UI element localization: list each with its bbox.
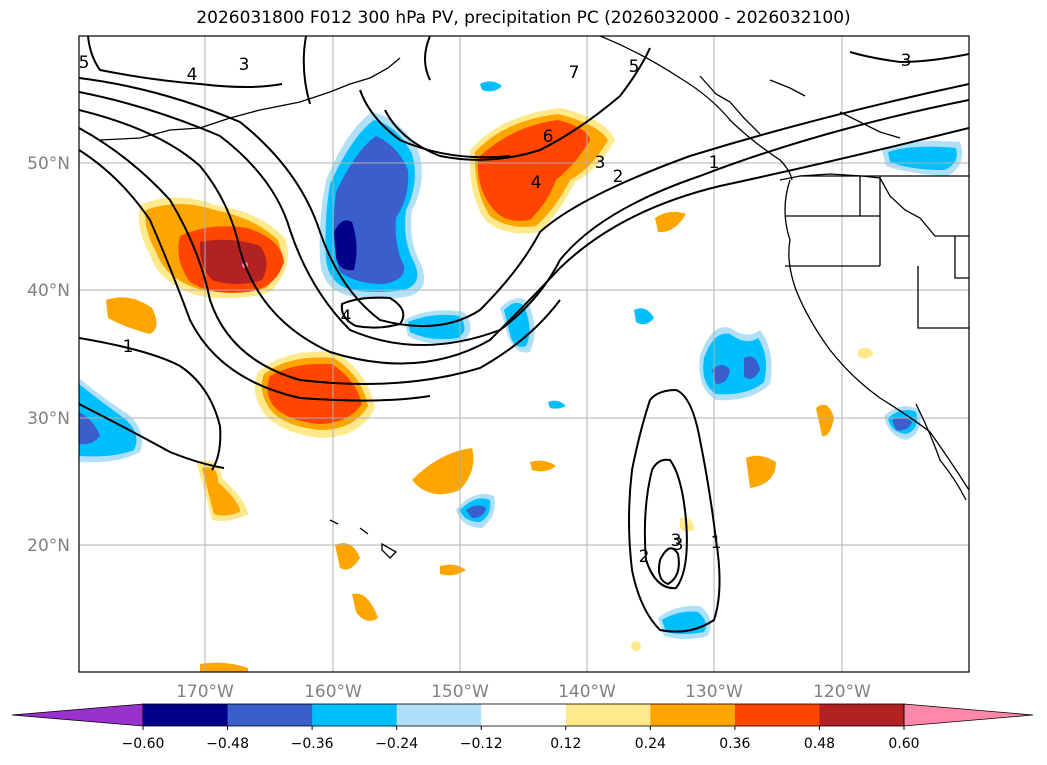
contour-label: 2 <box>613 167 624 187</box>
contour-label: 1 <box>123 337 134 357</box>
lon-label: 160°W <box>304 682 362 702</box>
precip-blob <box>530 460 556 472</box>
lat-label: 40°N <box>27 281 70 301</box>
lat-label: 30°N <box>27 409 70 429</box>
colorbar-segment <box>143 704 229 726</box>
lat-label: 50°N <box>27 154 70 174</box>
precip-blob <box>888 146 957 170</box>
lon-labels: 170°W 160°W 150°W 140°W 130°W 120°W <box>176 682 871 702</box>
lat-labels: 50°N 40°N 30°N 20°N <box>27 154 70 556</box>
pv-contours <box>79 36 969 633</box>
precip-blob <box>412 448 474 495</box>
contour-label-group: 5 4 3 7 5 6 3 2 1 4 3 1 4 3 1 3 2 <box>79 51 912 567</box>
contour-label: 7 <box>569 63 580 83</box>
colorbar-segment <box>565 704 651 726</box>
precip-blob <box>858 347 874 359</box>
colorbar-extend-high <box>903 703 1034 727</box>
precip-blob <box>202 467 240 516</box>
precip-fill-layer <box>79 81 963 672</box>
colorbar: −0.60 −0.48 −0.36 −0.24 −0.12 0.12 0.24 0.36 0.4… <box>11 703 1034 752</box>
precip-blob <box>816 404 834 437</box>
precip-blob <box>466 505 486 518</box>
map-frame <box>78 35 970 673</box>
colorbar-segment <box>734 704 820 726</box>
precip-blob <box>892 417 912 431</box>
precip-blob <box>335 543 360 570</box>
colorbar-tick-label: −0.48 <box>206 736 249 752</box>
colorbar-segment <box>481 704 567 726</box>
lat-label: 20°N <box>27 536 70 556</box>
precip-blob <box>548 400 566 409</box>
colorbar-tick-label: 0.48 <box>804 736 835 752</box>
contour-label: 2 <box>639 547 650 567</box>
precip-blob <box>199 239 267 284</box>
precip-blob <box>408 314 465 340</box>
colorbar-tick-label: 0.12 <box>550 736 581 752</box>
contour-label: 3 <box>901 51 912 71</box>
contour-label: 4 <box>531 173 542 193</box>
colorbar-extend-low <box>11 703 144 727</box>
contour-label: 5 <box>79 53 90 73</box>
precip-blob <box>106 297 157 334</box>
contour-label: 3 <box>239 55 250 75</box>
colorbar-segment <box>396 704 482 726</box>
precip-blob <box>334 220 357 271</box>
contour-label: 3 <box>671 531 682 551</box>
precip-blob <box>480 81 502 92</box>
lon-label: 140°W <box>558 682 616 702</box>
contour-label: 6 <box>543 127 554 147</box>
colorbar-tick-label: 0.24 <box>635 736 666 752</box>
colorbar-frame <box>142 703 905 727</box>
lon-label: 130°W <box>685 682 743 702</box>
colorbar-tick-label: 0.60 <box>888 736 919 752</box>
contour-label: 4 <box>187 65 198 85</box>
precip-blob <box>504 302 530 347</box>
colorbar-tick-label: −0.24 <box>375 736 418 752</box>
precip-blob <box>200 662 248 672</box>
precip-blob <box>79 412 100 445</box>
colorbar-tick-label: −0.12 <box>460 736 503 752</box>
precip-blob <box>712 365 730 384</box>
colorbar-tick-label: 0.36 <box>719 736 750 752</box>
precip-blob <box>267 363 362 424</box>
contour-label: 1 <box>709 153 720 173</box>
colorbar-tick-label: −0.60 <box>122 736 165 752</box>
colorbar-segment <box>227 704 313 726</box>
contour-label: 5 <box>629 57 640 77</box>
colorbar-segment <box>650 704 736 726</box>
precip-blob <box>477 120 590 221</box>
colorbar-segment <box>819 704 905 726</box>
colorbar-tick-label: −0.36 <box>291 736 334 752</box>
lon-label: 150°W <box>431 682 489 702</box>
map-title: 2026031800 F012 300 hPa PV, precipitatio… <box>196 8 851 28</box>
precip-blob <box>440 564 466 576</box>
contour-label: 3 <box>673 535 684 555</box>
colorbar-segment <box>312 704 398 726</box>
precip-blob <box>634 308 654 325</box>
lon-label: 170°W <box>176 682 234 702</box>
precip-blob <box>655 211 686 233</box>
precip-blob <box>744 356 760 379</box>
coastlines <box>99 36 969 559</box>
precip-blob <box>352 593 378 621</box>
precip-blob <box>746 455 776 488</box>
contour-label: 1 <box>711 533 722 553</box>
contour-label: 4 <box>341 307 352 327</box>
lon-label: 120°W <box>813 682 871 702</box>
contour-label: 3 <box>595 153 606 173</box>
